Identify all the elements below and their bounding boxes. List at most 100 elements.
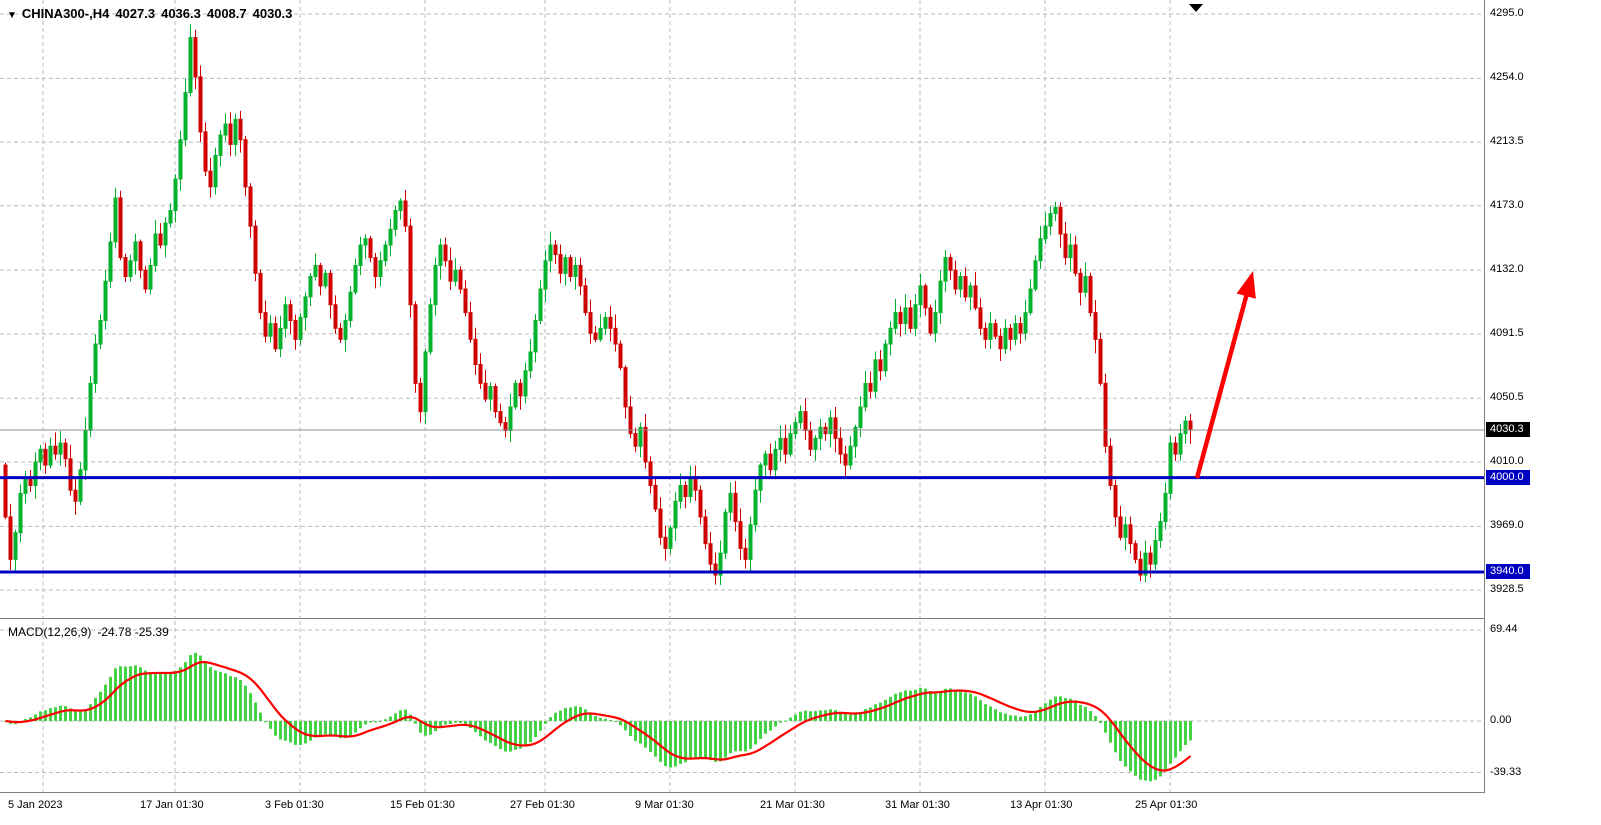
candle-body xyxy=(148,264,153,290)
candle-body xyxy=(913,304,918,329)
candle-body xyxy=(183,92,188,141)
candle-body xyxy=(243,139,248,188)
macd-histogram-bar xyxy=(314,721,317,738)
candle-body xyxy=(1058,206,1063,235)
candle-body xyxy=(1133,543,1138,560)
candle-body xyxy=(138,241,143,271)
macd-histogram-bar xyxy=(459,721,462,724)
macd-histogram-bar xyxy=(289,721,292,743)
candle-body xyxy=(988,323,993,340)
macd-histogram-bar xyxy=(339,721,342,739)
macd-histogram-bar xyxy=(274,721,277,736)
macd-histogram-bar xyxy=(709,721,712,761)
time-scale[interactable]: 5 Jan 2023 17 Jan 01:30 3 Feb 01:30 15 Feb … xyxy=(0,793,1601,825)
candle-body xyxy=(803,411,808,431)
candle-body xyxy=(398,200,403,211)
macd-histogram-bar xyxy=(154,671,157,722)
candle-body xyxy=(1073,244,1078,274)
macd-histogram-bar xyxy=(1134,721,1137,776)
candle-body xyxy=(763,453,768,466)
candle-body xyxy=(343,319,348,340)
chart-shift-marker-icon[interactable] xyxy=(1189,4,1203,12)
macd-histogram-bar xyxy=(294,721,297,745)
candle-body xyxy=(203,131,208,172)
macd-histogram-bar xyxy=(204,661,207,722)
macd-histogram-bar xyxy=(659,721,662,762)
candle-body xyxy=(908,307,913,329)
candle-body xyxy=(1178,433,1183,455)
candle-body xyxy=(13,532,18,560)
candle-body xyxy=(318,264,323,287)
candle-body xyxy=(878,359,883,372)
macd-histogram-bar xyxy=(554,712,557,722)
candle-body xyxy=(953,269,958,290)
macd-histogram-bar xyxy=(1154,721,1157,780)
candle-body xyxy=(443,244,448,262)
macd-histogram-bar xyxy=(104,684,107,722)
candle-body xyxy=(33,461,38,487)
macd-histogram-bar xyxy=(239,679,242,722)
macd-histogram-bar xyxy=(364,721,367,725)
macd-histogram-bar xyxy=(704,721,707,759)
price-axis-label: 4295.0 xyxy=(1490,6,1524,19)
one-click-trading-toggle-icon[interactable]: ▼ xyxy=(7,10,17,21)
macd-histogram-bar xyxy=(494,721,497,747)
macd-histogram-bar xyxy=(589,712,592,722)
macd-histogram-bar xyxy=(219,672,222,722)
macd-histogram-bar xyxy=(84,709,87,722)
macd-axis-label: 0.00 xyxy=(1490,714,1512,726)
candle-body xyxy=(1043,225,1048,240)
candle-body xyxy=(118,197,123,259)
candle-body xyxy=(1128,524,1133,545)
macd-histogram-bar xyxy=(499,721,502,750)
candle-body xyxy=(293,319,298,340)
candle-body xyxy=(1173,442,1178,455)
candle-body xyxy=(573,264,578,277)
macd-histogram-bar xyxy=(394,713,397,722)
price-axis-label: 4010.0 xyxy=(1490,454,1524,467)
candle-body xyxy=(938,280,943,314)
candle-body xyxy=(653,485,658,510)
macd-histogram-bar xyxy=(454,721,457,723)
candle-body xyxy=(1018,323,1023,334)
candle-body xyxy=(668,527,673,549)
trend-arrow-line[interactable] xyxy=(1194,289,1250,479)
time-axis-label: 25 Apr 01:30 xyxy=(1135,799,1198,811)
candle-body xyxy=(513,382,518,408)
ohlc-high: 4036.3 xyxy=(161,6,201,21)
macd-histogram-bar xyxy=(679,721,682,764)
macd-histogram-bar xyxy=(1084,706,1087,722)
candle-body xyxy=(1113,485,1118,518)
candle-body xyxy=(728,492,733,513)
macd-histogram-bar xyxy=(189,655,192,722)
candle-body xyxy=(798,411,803,424)
macd-histogram-bar xyxy=(74,711,77,722)
macd-histogram-bar xyxy=(909,690,912,722)
candle-body xyxy=(983,327,988,340)
candle-body xyxy=(1003,327,1008,350)
candle-body xyxy=(833,417,838,439)
macd-histogram-bar xyxy=(539,721,542,731)
macd-histogram-bar xyxy=(1169,721,1172,764)
macd-histogram-bar xyxy=(1044,703,1047,722)
candle-body xyxy=(1013,323,1018,340)
candle-body xyxy=(608,316,613,329)
macd-histogram-bar xyxy=(344,721,347,739)
candle-body xyxy=(428,304,433,353)
candle-body xyxy=(488,385,493,400)
macd-histogram-bar xyxy=(549,717,552,722)
macd-histogram-bar xyxy=(24,719,27,722)
macd-histogram-bar xyxy=(1029,714,1032,722)
macd-histogram-bar xyxy=(954,689,957,722)
macd-histogram-bar xyxy=(829,709,832,722)
trend-arrow-head[interactable] xyxy=(1236,271,1256,299)
candle-body xyxy=(743,547,748,560)
macd-histogram-bar xyxy=(914,689,917,722)
macd-histogram-bar xyxy=(1139,721,1142,780)
price-scale[interactable]: 4295.0 4254.0 4213.5 4173.0 4132.0 4091.5 4050… xyxy=(1485,0,1601,793)
price-axis-label: 4173.0 xyxy=(1490,198,1524,211)
candle-body xyxy=(38,448,43,463)
candle-body xyxy=(703,516,708,545)
macd-histogram-bar xyxy=(779,721,782,723)
